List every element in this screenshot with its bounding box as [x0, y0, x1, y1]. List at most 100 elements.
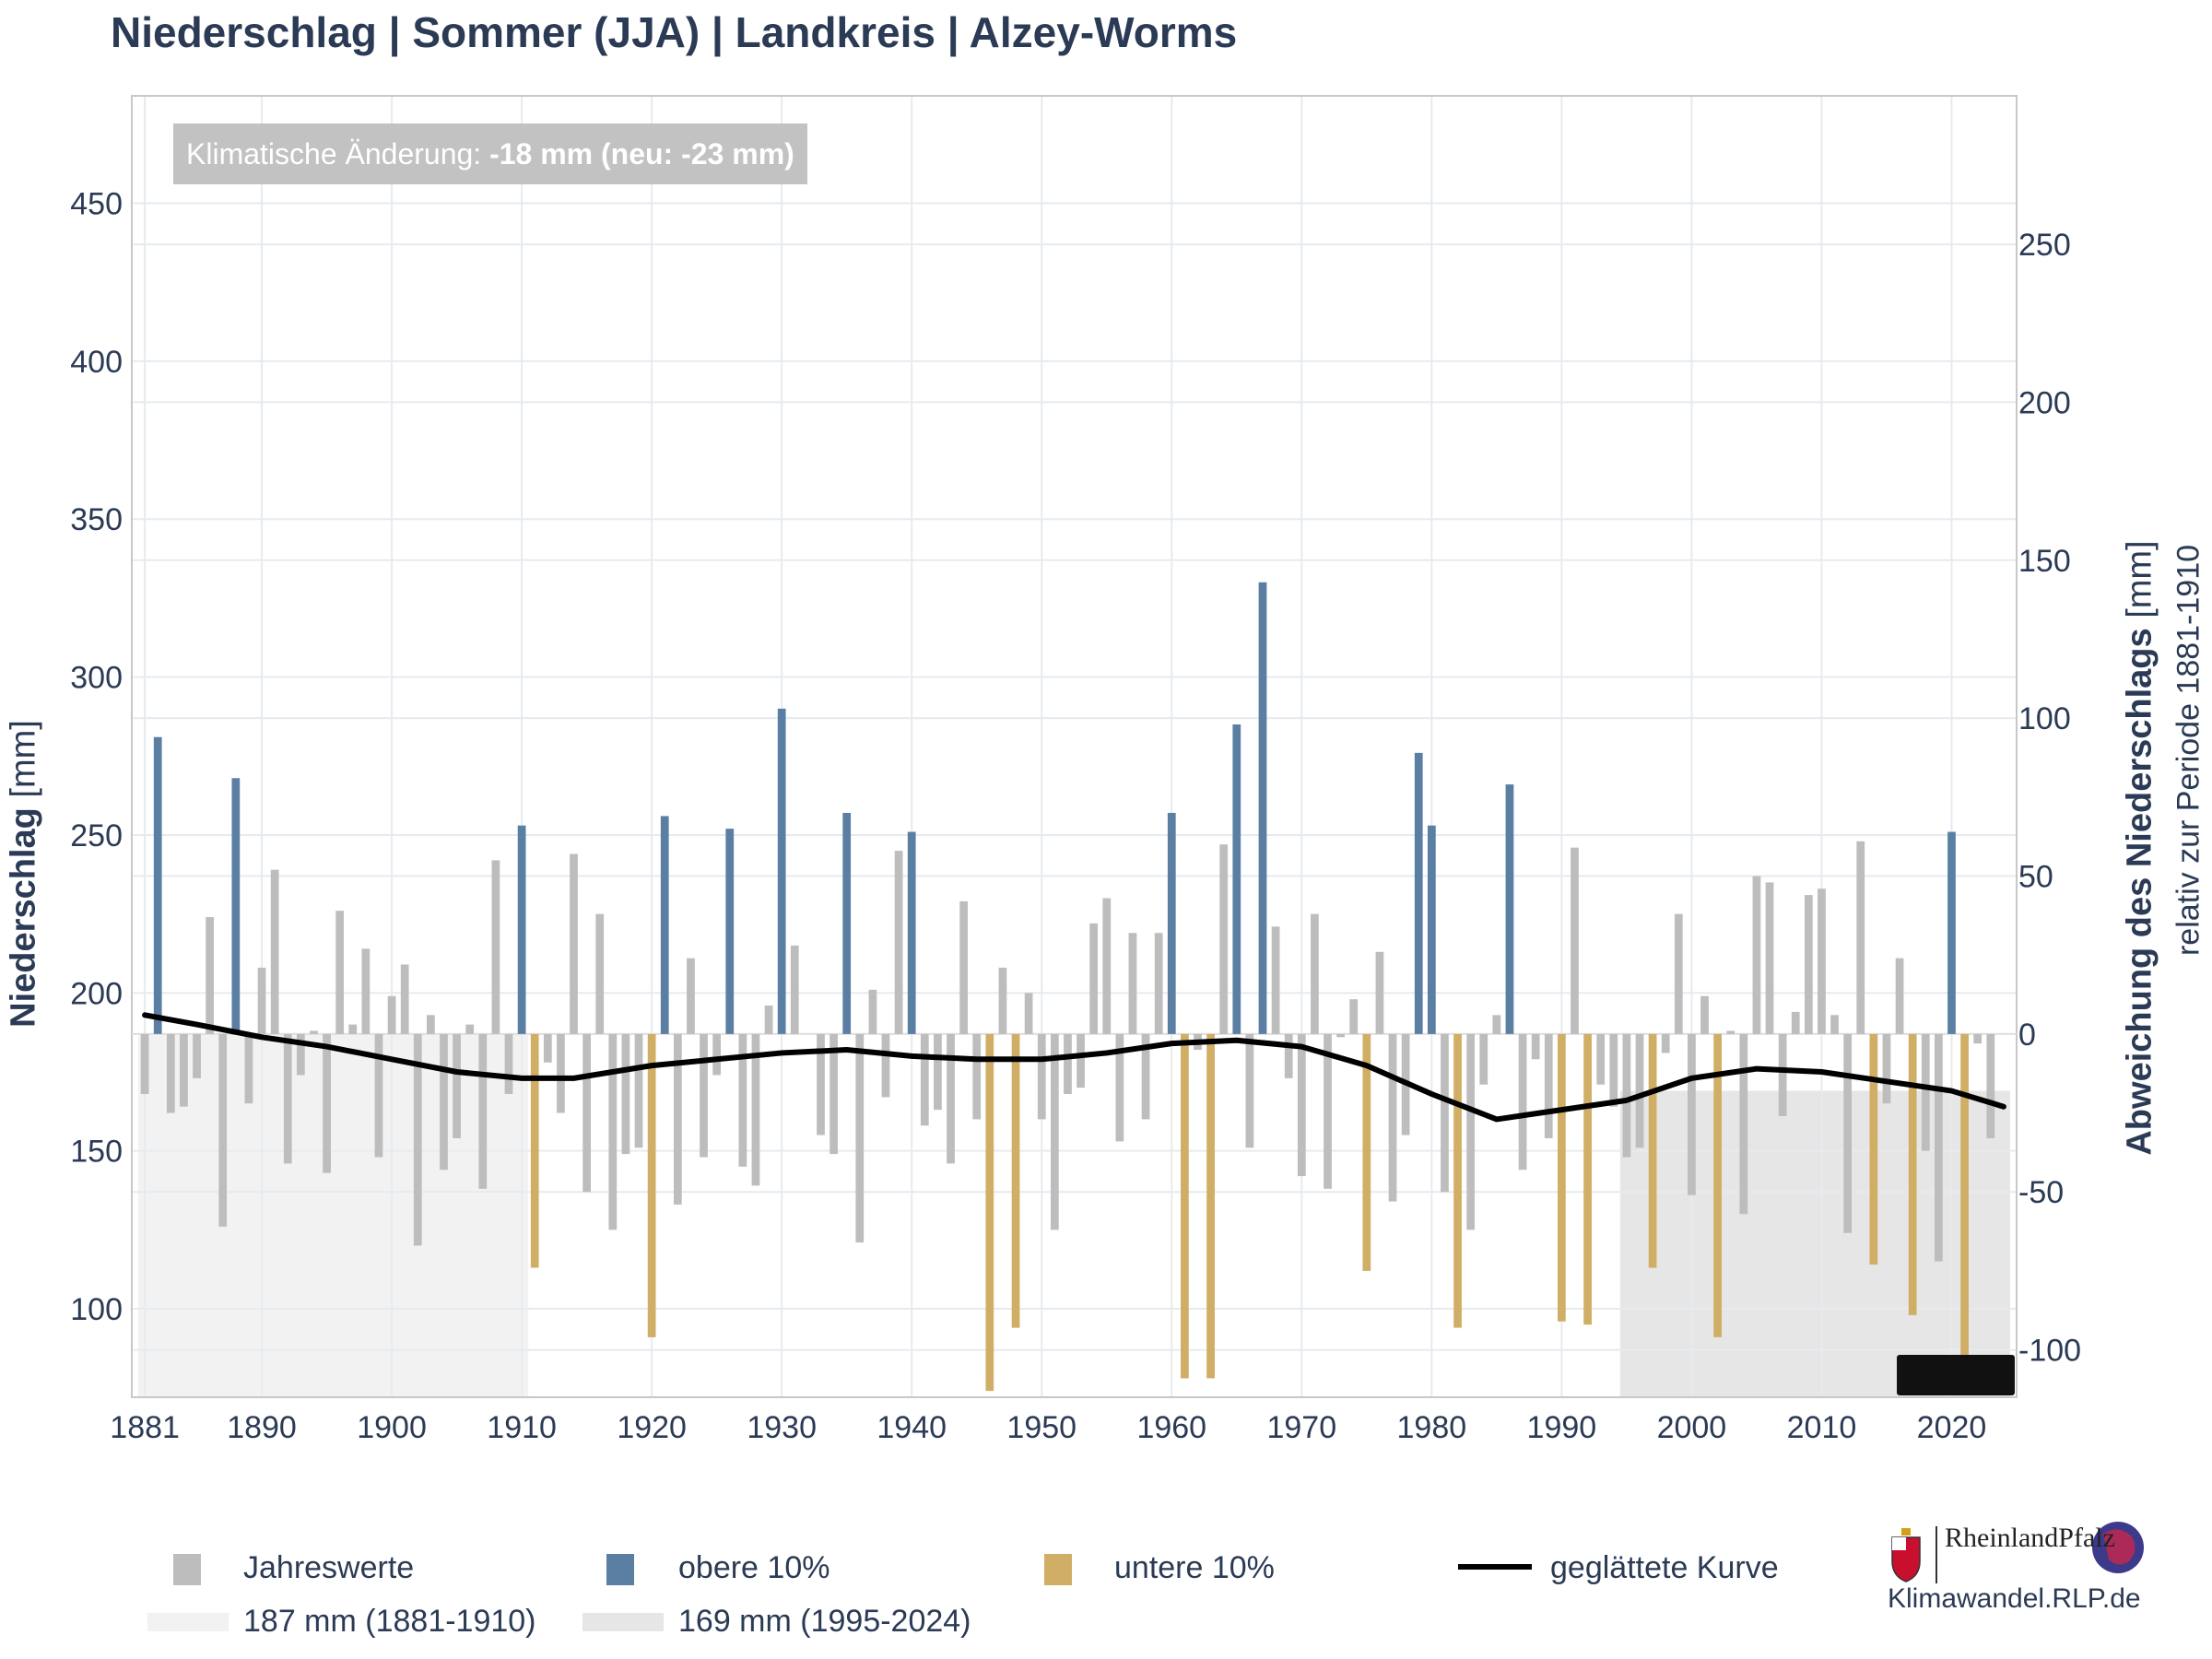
bar [1219, 844, 1229, 1034]
bar [1128, 933, 1137, 1034]
legend-obere: obere 10% [678, 1550, 830, 1585]
grid [132, 96, 2017, 1397]
bar [972, 1033, 982, 1120]
bar [1688, 1033, 1696, 1195]
legend-swatch-jahreswerte [173, 1554, 201, 1585]
bar [725, 829, 735, 1034]
bar [582, 1033, 591, 1193]
bar [1388, 1033, 1397, 1202]
bar [881, 1033, 890, 1098]
bar [1181, 1033, 1189, 1379]
bar [1752, 876, 1761, 1034]
y-tick-left: 400 [70, 345, 123, 380]
y-tick-right: -50 [2018, 1175, 2064, 1210]
bar [440, 1033, 448, 1171]
change-annotation: Klimatische Änderung: -18 mm (neu: -23 m… [173, 124, 807, 184]
y-tick-left: 450 [70, 187, 123, 222]
bar [387, 995, 396, 1034]
bar [621, 1033, 630, 1155]
bar [1077, 1033, 1085, 1088]
reference-band [138, 1033, 529, 1397]
bar [1115, 1033, 1124, 1142]
bar [1609, 1033, 1618, 1107]
bar [180, 1033, 188, 1107]
bar [1167, 812, 1176, 1034]
bar [1245, 1033, 1254, 1148]
y-tick-right: 0 [2018, 1018, 2036, 1053]
bar [1700, 995, 1709, 1034]
bar [270, 869, 279, 1034]
bar [1778, 1033, 1787, 1116]
bar [687, 958, 695, 1034]
legend-swatches [147, 1554, 1532, 1631]
bar [1713, 1033, 1722, 1337]
bar [1441, 1033, 1449, 1193]
legend-swatch-ref2 [582, 1613, 664, 1631]
reference-band [1619, 1090, 2010, 1397]
y-tick-right: 100 [2018, 701, 2071, 736]
bar [570, 853, 578, 1034]
bar [413, 1033, 422, 1246]
bar [1336, 1033, 1345, 1038]
bar [543, 1033, 552, 1063]
bar [1583, 1033, 1592, 1325]
x-tick: 2020 [1917, 1410, 1987, 1445]
bar [1141, 1033, 1150, 1120]
bar [1258, 582, 1267, 1034]
bar [1037, 1033, 1046, 1120]
bar [1284, 1033, 1293, 1078]
bar [608, 1033, 618, 1230]
legend-swatch-obere [606, 1554, 634, 1585]
bar [894, 851, 903, 1034]
bar [855, 1033, 865, 1243]
bar [1635, 1033, 1644, 1148]
x-tick: 1950 [1006, 1410, 1077, 1445]
bar [647, 1033, 656, 1337]
bar [491, 860, 500, 1034]
annotation-value: -18 mm (neu: -23 mm) [489, 137, 794, 171]
bar [427, 1015, 435, 1034]
y-tick-left: 250 [70, 818, 123, 853]
chart-title: Niederschlag | Sommer (JJA) | Landkreis … [111, 8, 1238, 56]
y-tick-left: 200 [70, 976, 123, 1011]
bar [1311, 913, 1319, 1034]
bar [1960, 1033, 1969, 1357]
bar [1011, 1033, 1020, 1328]
bar [1064, 1033, 1072, 1094]
bar [1856, 841, 1865, 1034]
bar [777, 708, 786, 1034]
bar [1882, 1033, 1891, 1104]
y-tick-left: 350 [70, 502, 123, 537]
bar [790, 945, 799, 1034]
bar [1297, 1033, 1306, 1177]
bar [934, 1033, 942, 1111]
x-tick: 1940 [877, 1410, 947, 1445]
legend-jahreswerte: Jahreswerte [243, 1550, 415, 1585]
bar [1791, 1011, 1800, 1034]
bar [738, 1033, 747, 1167]
bar [1324, 1033, 1332, 1189]
bar [868, 989, 877, 1034]
bar [1375, 951, 1384, 1034]
bar [1271, 926, 1280, 1034]
bar [1466, 1033, 1476, 1230]
legend-swatch-ref1 [147, 1613, 229, 1631]
bar [166, 1033, 175, 1113]
bar [660, 816, 669, 1034]
bar [1818, 888, 1826, 1034]
bar [959, 900, 968, 1034]
credit-link[interactable]: Klimawandel.RLP.de [1888, 1583, 2141, 1614]
legend-kurve: geglättete Kurve [1550, 1550, 1779, 1585]
bar [1453, 1033, 1462, 1328]
bar [1596, 1033, 1606, 1085]
bar [1830, 1015, 1839, 1034]
bar [1947, 831, 1956, 1034]
x-tick: 1920 [617, 1410, 687, 1445]
bar [1804, 895, 1813, 1034]
x-tick: 1900 [357, 1410, 427, 1445]
y-tick-right: 150 [2018, 544, 2071, 579]
x-tick: 1960 [1136, 1410, 1206, 1445]
bar [1518, 1033, 1527, 1171]
bar [1232, 724, 1241, 1034]
bar [206, 917, 214, 1034]
